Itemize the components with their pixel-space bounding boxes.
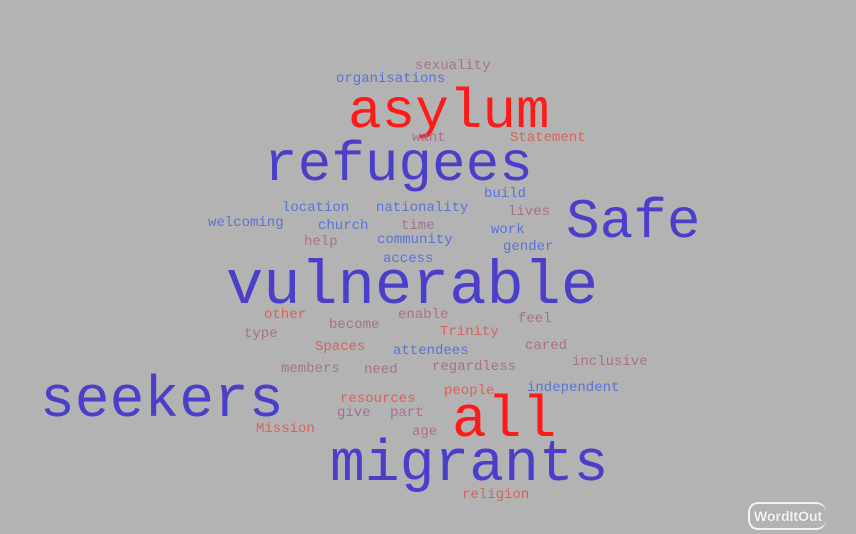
word: attendees — [393, 344, 469, 358]
word: independent — [527, 381, 619, 395]
word: Safe — [566, 194, 700, 250]
word: gender — [503, 240, 553, 254]
word: give — [337, 406, 371, 420]
word: people — [444, 384, 494, 398]
word: part — [390, 406, 424, 420]
word: church — [318, 219, 368, 233]
word: time — [401, 219, 435, 233]
word: Mission — [256, 422, 315, 436]
word: access — [383, 252, 433, 266]
word: want — [412, 131, 446, 145]
word: cared — [525, 339, 567, 353]
word: members — [281, 362, 340, 376]
word: Spaces — [315, 340, 365, 354]
word: refugees — [264, 137, 533, 193]
word: inclusive — [572, 355, 648, 369]
worditout-logo: WordItOut — [748, 502, 826, 530]
word: Statement — [510, 131, 586, 145]
word: age — [412, 425, 437, 439]
word: regardless — [432, 360, 516, 374]
word: help — [304, 235, 338, 249]
word: build — [484, 187, 526, 201]
word: nationality — [376, 201, 468, 215]
word: other — [264, 308, 306, 322]
word: seekers — [40, 373, 284, 431]
word: work — [491, 223, 525, 237]
word: religion — [462, 488, 529, 502]
word: Trinity — [440, 325, 499, 339]
word: become — [329, 318, 379, 332]
word: organisations — [336, 72, 445, 86]
word: welcoming — [208, 216, 284, 230]
word: need — [364, 363, 398, 377]
word: type — [244, 327, 278, 341]
word: lives — [508, 205, 550, 219]
word: resources — [340, 392, 416, 406]
word: enable — [398, 308, 448, 322]
word: feel — [518, 312, 552, 326]
word: community — [377, 233, 453, 247]
word: location — [282, 201, 349, 215]
